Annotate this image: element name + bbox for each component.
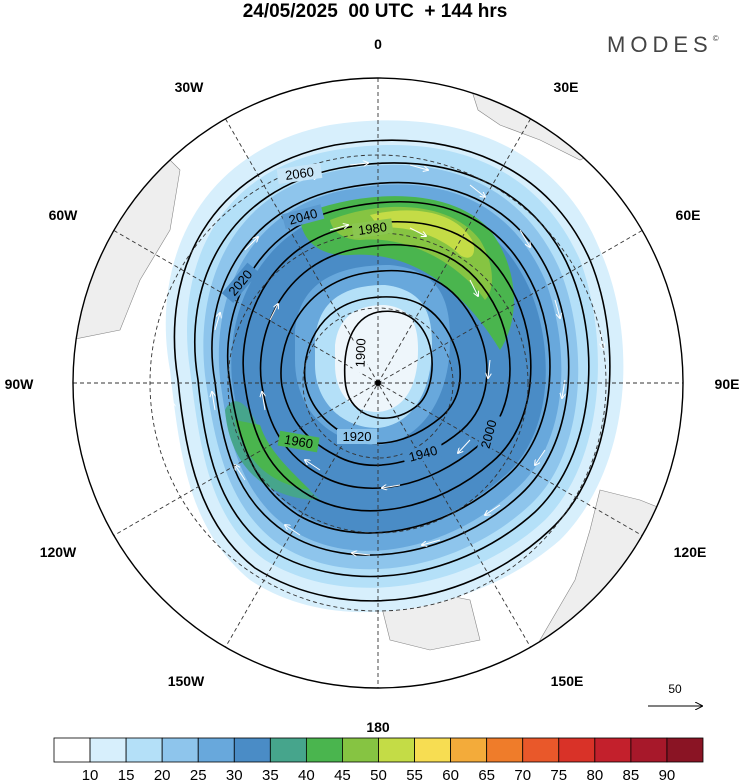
colorbar-swatch bbox=[342, 737, 379, 763]
colorbar-swatch bbox=[666, 737, 704, 763]
colorbar-swatch bbox=[558, 737, 596, 763]
wind-speed-shading bbox=[165, 120, 624, 613]
colorbar-tick-label: 20 bbox=[154, 767, 171, 782]
copyright-mark: © bbox=[712, 34, 719, 43]
colorbar-swatch bbox=[125, 737, 163, 763]
lon-label-150w: 150W bbox=[168, 673, 205, 689]
lon-label-90w: 90W bbox=[5, 376, 35, 392]
colorbar-swatch bbox=[269, 737, 307, 763]
contour-label-1900: 1900 bbox=[353, 338, 369, 367]
colorbar-tick-label: 70 bbox=[514, 767, 531, 782]
colorbar-swatch bbox=[414, 737, 452, 763]
colorbar-tick-label: 40 bbox=[298, 767, 315, 782]
contour-label-1920: 1920 bbox=[343, 429, 372, 444]
colorbar-swatch bbox=[89, 737, 127, 763]
lon-label-90e: 90E bbox=[715, 376, 740, 392]
contour-label-1940: 1940 bbox=[407, 443, 439, 465]
colorbar-tick-label: 75 bbox=[550, 767, 567, 782]
colorbar-tick-label: 30 bbox=[226, 767, 243, 782]
colorbar-tick-label: 35 bbox=[262, 767, 279, 782]
lon-label-180: 180 bbox=[366, 719, 390, 735]
colorbar-swatch bbox=[233, 737, 271, 763]
colorbar-tick-label: 90 bbox=[659, 767, 676, 782]
colorbar-swatch bbox=[630, 737, 668, 763]
colorbar-swatch bbox=[486, 737, 524, 763]
colorbar-swatch bbox=[594, 737, 632, 763]
colorbar-swatch bbox=[378, 737, 415, 763]
colorbar-tick-label: 65 bbox=[478, 767, 495, 782]
colorbar-swatch bbox=[161, 737, 199, 763]
map-disc bbox=[73, 78, 683, 688]
logo-text: MODES bbox=[607, 32, 713, 57]
colorbar-tick-label: 80 bbox=[586, 767, 603, 782]
map-border bbox=[72, 77, 684, 689]
contour-label-1960: 1960 bbox=[283, 432, 314, 452]
map-title: 24/05/2025 00 UTC + 144 hrs bbox=[242, 1, 508, 22]
colorbar-swatch bbox=[53, 737, 91, 763]
colorbar-tick-label: 15 bbox=[118, 767, 135, 782]
colorbar-tick-label: 50 bbox=[370, 767, 387, 782]
contour-label-2040: 2040 bbox=[287, 206, 319, 228]
contour-labels: 2060 2040 2020 2000 1980 1960 1940 1920 … bbox=[221, 163, 502, 467]
longitude-labels: 0 30E 60E 90E 120E 150E 180 150W 120W 90… bbox=[5, 36, 740, 735]
colorbar-tick-label: 10 bbox=[82, 767, 99, 782]
contour-label-2000: 2000 bbox=[478, 418, 500, 450]
colorbar: 10 15 20 25 30 35 40 45 50 55 60 65 70 75 80 85 90 bbox=[53, 737, 704, 782]
colorbar-swatch bbox=[197, 737, 235, 763]
colorbar-swatch bbox=[522, 737, 560, 763]
lon-label-60e: 60E bbox=[676, 207, 701, 223]
colorbar-swatch bbox=[305, 737, 343, 763]
lon-label-150e: 150E bbox=[551, 673, 584, 689]
reference-vector: 50 bbox=[648, 682, 702, 706]
lon-label-120w: 120W bbox=[40, 544, 77, 560]
height-contours bbox=[173, 139, 611, 602]
lon-label-60w: 60W bbox=[49, 207, 79, 223]
lon-label-30e: 30E bbox=[554, 79, 579, 95]
modes-logo: MODES© bbox=[607, 32, 719, 58]
lon-label-120e: 120E bbox=[674, 544, 707, 560]
colorbar-tick-label: 85 bbox=[623, 767, 640, 782]
pole-marker bbox=[375, 380, 381, 386]
contour-label-2060: 2060 bbox=[284, 164, 315, 183]
contour-label-1980: 1980 bbox=[357, 219, 388, 238]
colorbar-tick-label: 55 bbox=[406, 767, 423, 782]
reference-vector-label: 50 bbox=[668, 682, 682, 696]
wind-vectors bbox=[172, 163, 603, 555]
colorbar-swatch bbox=[450, 737, 488, 763]
colorbar-tick-label: 25 bbox=[190, 767, 207, 782]
colorbar-tick-label: 45 bbox=[334, 767, 351, 782]
lon-label-0: 0 bbox=[374, 36, 382, 52]
colorbar-tick-label: 60 bbox=[442, 767, 459, 782]
lon-label-30w: 30W bbox=[175, 79, 205, 95]
